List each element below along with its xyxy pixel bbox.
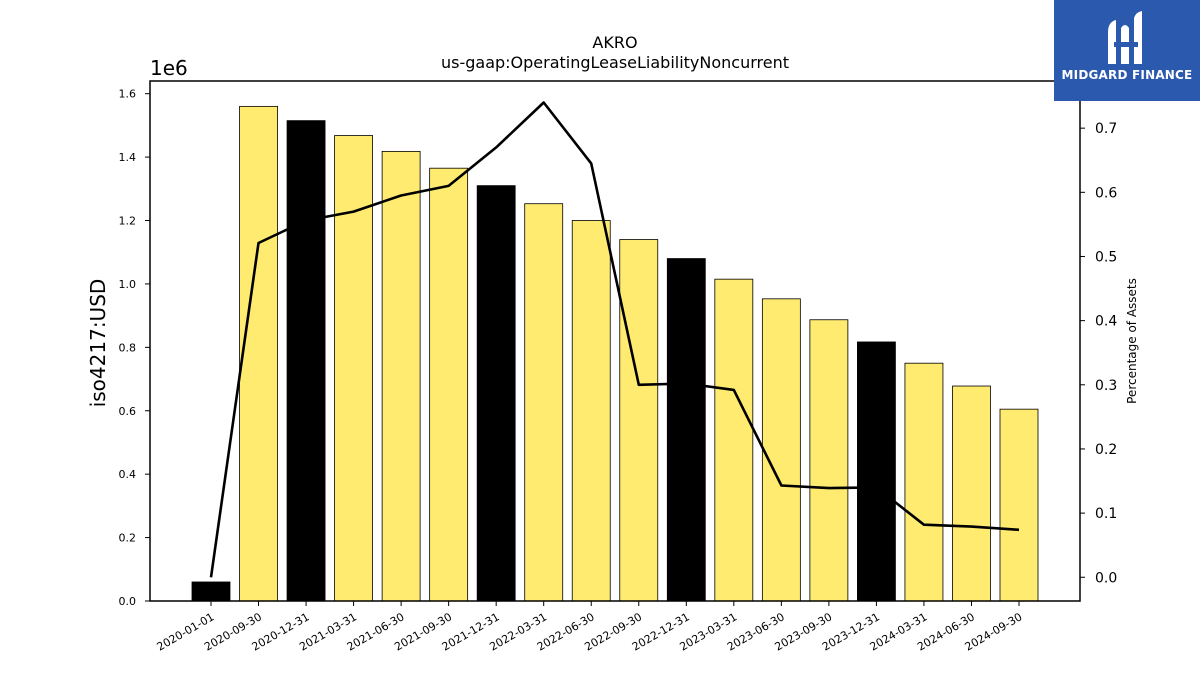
y-tick-label-0.8: 0.8 [119, 341, 137, 354]
y-tick-label-0.2: 0.2 [119, 532, 137, 545]
midgard-finance-logo: MIDGARD FINANCE [1054, 0, 1200, 101]
bar-2023-03-31 [714, 278, 754, 602]
y-tick-label-0.4: 0.4 [119, 468, 137, 481]
y-axis-offset-label: 1e6 [150, 56, 188, 80]
bar-2020-12-31 [286, 120, 326, 602]
chart-subtitle: us-gaap:OperatingLeaseLiabilityNoncurren… [441, 53, 789, 72]
y2-tick-label-0.5: 0.5 [1095, 249, 1117, 265]
bar-2021-09-30 [429, 167, 469, 602]
bar-2022-03-31 [524, 203, 564, 602]
y2-axis-label: Percentage of Assets [1125, 278, 1139, 404]
bar-2023-06-30 [761, 298, 801, 602]
bar-2020-01-01 [191, 581, 231, 602]
y-tick-label-0.6: 0.6 [119, 405, 137, 418]
y-tick-label-1.4: 1.4 [119, 151, 137, 164]
midgard-logo-icon [1108, 11, 1142, 64]
bar-2022-06-30 [571, 220, 611, 602]
y-tick-label-0.0: 0.0 [119, 595, 137, 608]
bar-2022-09-30 [619, 239, 659, 602]
plot-frame [149, 80, 1081, 602]
bar-2022-12-31 [666, 258, 706, 602]
y-tick-label-1.2: 1.2 [119, 215, 137, 228]
y2-tick-label-0.2: 0.2 [1095, 442, 1117, 458]
y2-tick-label-0.0: 0.0 [1095, 570, 1117, 586]
y2-tick-label-0.1: 0.1 [1095, 506, 1117, 522]
bar-2023-09-30 [809, 319, 849, 602]
percentage-line [209, 101, 1020, 578]
y2-tick-label-0.3: 0.3 [1095, 378, 1117, 394]
bar-2023-12-31 [857, 341, 896, 602]
y-tick-label-1.0: 1.0 [119, 278, 137, 291]
y-tick-label-1.6: 1.6 [119, 88, 137, 101]
bar-2021-06-30 [381, 150, 421, 602]
bar-2020-09-30 [239, 105, 278, 602]
chart-title: AKRO [592, 33, 637, 52]
bar-2024-06-30 [952, 385, 991, 602]
logo-text: MIDGARD FINANCE [1061, 68, 1193, 82]
y-axis-label: iso4217:USD [86, 279, 110, 408]
bar-2021-03-31 [334, 135, 373, 602]
y2-tick-label-0.7: 0.7 [1095, 121, 1117, 137]
bar-2021-12-31 [476, 185, 516, 602]
bar-2024-09-30 [999, 408, 1039, 602]
y2-tick-label-0.6: 0.6 [1095, 185, 1117, 201]
y2-tick-label-0.4: 0.4 [1095, 314, 1117, 330]
bar-2024-03-31 [904, 362, 944, 602]
